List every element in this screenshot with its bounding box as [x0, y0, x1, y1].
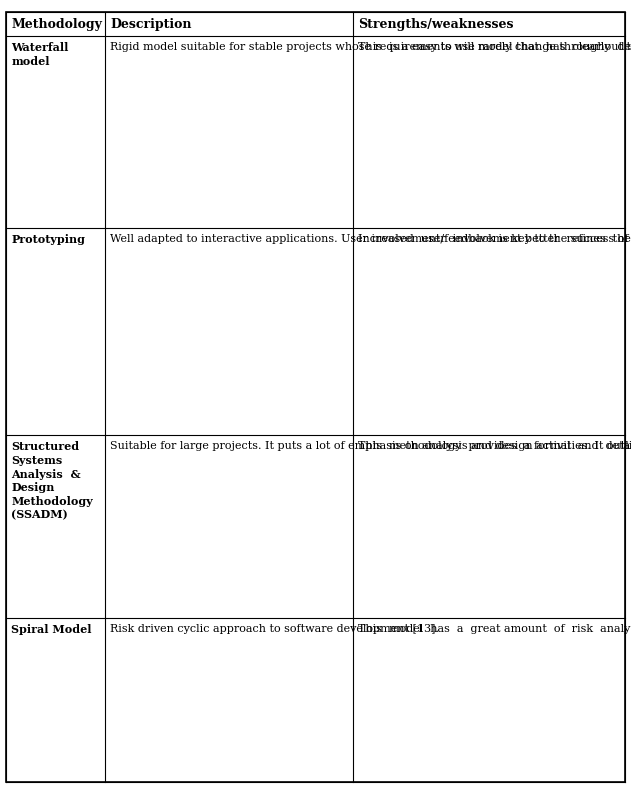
- Text: Structured
Systems
Analysis  &
Design
Methodology
(SSADM): Structured Systems Analysis & Design Met…: [11, 441, 93, 520]
- Text: This  model  has  a  great amount  of  risk  analysis  and is  thus  suitable  f: This model has a great amount of risk an…: [358, 624, 631, 634]
- Text: Well adapted to interactive applications. User involvement/feedback is key to th: Well adapted to interactive applications…: [110, 234, 631, 244]
- Text: Waterfall
model: Waterfall model: [11, 42, 69, 67]
- Text: Spiral Model: Spiral Model: [11, 624, 92, 635]
- Text: Strengths/weaknesses: Strengths/weaknesses: [358, 18, 513, 31]
- Text: Risk driven cyclic approach to software development [13].: Risk driven cyclic approach to software …: [110, 624, 439, 634]
- Text: Methodology: Methodology: [11, 18, 102, 31]
- Text: Prototyping: Prototyping: [11, 234, 85, 245]
- Text: This  is a easy to use model that  has  clearly  defined milestones  that  the d: This is a easy to use model that has cle…: [358, 42, 631, 52]
- Text: Increased  user  involvement better  refines  the requirements  and incorporates: Increased user involvement better refine…: [358, 234, 631, 244]
- Text: Suitable for large projects. It puts a lot of emphasis on analysis and design ac: Suitable for large projects. It puts a l…: [110, 441, 631, 451]
- Text: Rigid model suitable for stable projects whose requirements will rarely change t: Rigid model suitable for stable projects…: [110, 42, 631, 52]
- Text: This  methodology  provides  a formal  and  detailed  approach that  guarantees : This methodology provides a formal and d…: [358, 441, 631, 451]
- Text: Description: Description: [110, 18, 192, 31]
